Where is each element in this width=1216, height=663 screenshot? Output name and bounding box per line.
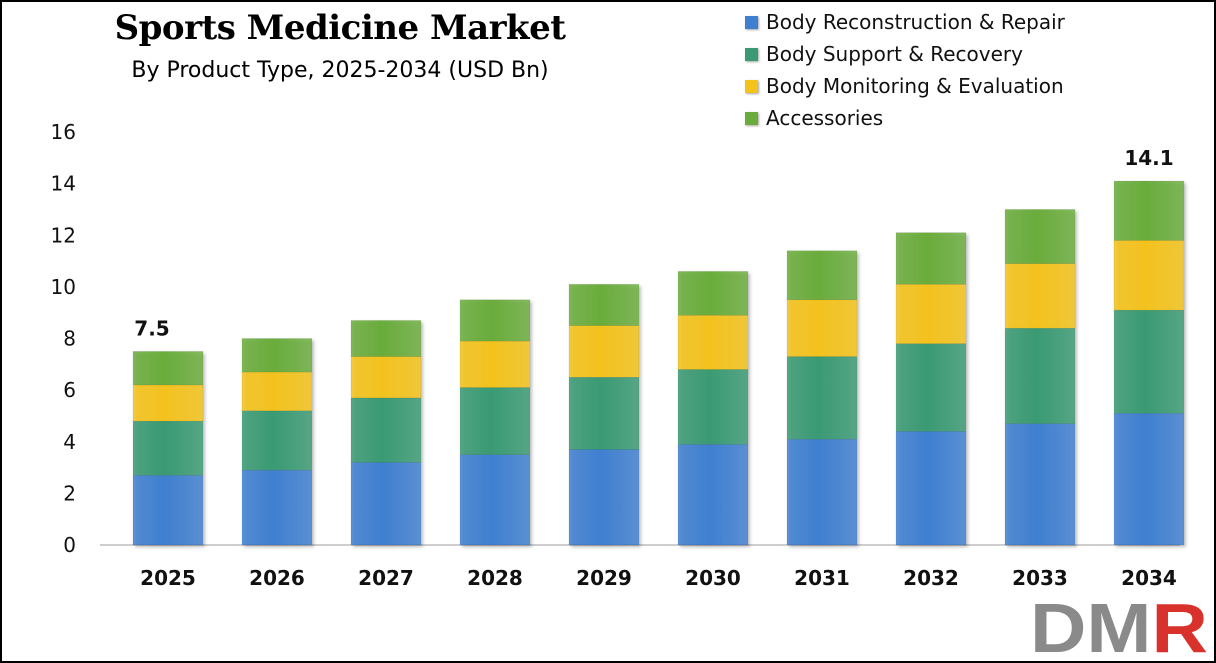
y-tick-label: 16 <box>51 120 76 144</box>
legend-label: Accessories <box>766 106 884 130</box>
legend-label: Body Support & Recovery <box>766 42 1023 66</box>
bar-segment-2026-series-2 <box>241 371 313 412</box>
data-label-2034: 14.1 <box>1124 146 1173 170</box>
bar-stack-2029 <box>568 284 640 546</box>
y-tick-label: 6 <box>63 378 76 402</box>
bar-segment-2029-series-3 <box>568 284 640 326</box>
y-tick-label: 14 <box>51 172 76 196</box>
chart-subtitle: By Product Type, 2025-2034 (USD Bn) <box>131 58 549 83</box>
bar-segment-2030-series-3 <box>677 271 749 316</box>
legend-swatch <box>745 47 758 61</box>
legend-swatch <box>745 111 758 125</box>
legend-swatch <box>745 15 758 29</box>
bar-segment-2030-series-2 <box>677 315 749 370</box>
bar-segment-2026-series-1 <box>241 410 313 471</box>
bar-segment-2031-series-3 <box>786 250 858 301</box>
x-tick-label: 2026 <box>249 566 305 590</box>
chart-legend: Body Reconstruction & Repair Body Suppor… <box>745 6 1065 134</box>
bar-segment-2034-series-2 <box>1113 240 1185 311</box>
x-tick-label: 2030 <box>685 566 741 590</box>
legend-swatch <box>745 79 758 93</box>
legend-item-monitoring: Body Monitoring & Evaluation <box>745 70 1065 102</box>
y-tick-label: 2 <box>63 481 76 505</box>
bar-segment-2032-series-2 <box>895 284 967 344</box>
legend-item-reconstruction: Body Reconstruction & Repair <box>745 6 1065 38</box>
bar-segment-2033-series-2 <box>1004 263 1076 329</box>
y-tick-label: 4 <box>63 430 76 454</box>
x-tick-label: 2034 <box>1121 566 1177 590</box>
bar-segment-2033-series-1 <box>1004 327 1076 424</box>
bar-segment-2028-series-1 <box>459 387 531 455</box>
x-tick-label: 2027 <box>358 566 414 590</box>
bar-segment-2031-series-2 <box>786 299 858 357</box>
bar-stack-2026 <box>241 338 313 546</box>
bar-segment-2033-series-0 <box>1004 423 1076 546</box>
logo-text: DMR <box>1030 596 1208 656</box>
x-tick-label: 2033 <box>1012 566 1068 590</box>
dmr-logo: DMR <box>1030 596 1208 656</box>
bar-segment-2026-series-0 <box>241 469 313 546</box>
bar-stack-2033 <box>1004 209 1076 546</box>
x-tick-label: 2029 <box>576 566 632 590</box>
legend-label: Body Monitoring & Evaluation <box>766 74 1064 98</box>
bar-segment-2025-series-0 <box>132 475 204 546</box>
bar-segment-2026-series-3 <box>241 338 313 373</box>
bar-stack-2032 <box>895 232 967 546</box>
bar-segment-2034-series-0 <box>1113 413 1185 546</box>
bar-segment-2029-series-0 <box>568 449 640 546</box>
y-tick-label: 8 <box>63 327 76 351</box>
data-label-2025: 7.5 <box>134 316 169 340</box>
bar-segment-2030-series-1 <box>677 369 749 445</box>
bar-segment-2027-series-3 <box>350 320 422 357</box>
y-tick-label: 12 <box>51 223 76 247</box>
bar-segment-2027-series-2 <box>350 356 422 399</box>
legend-item-support: Body Support & Recovery <box>745 38 1065 70</box>
legend-item-accessories: Accessories <box>745 102 1065 134</box>
y-tick-label: 10 <box>51 275 76 299</box>
bar-stack-2030 <box>677 271 749 546</box>
bar-stack-2031 <box>786 250 858 546</box>
bar-segment-2032-series-3 <box>895 232 967 285</box>
bar-segment-2025-series-3 <box>132 351 204 386</box>
y-tick-label: 0 <box>63 533 76 557</box>
x-tick-label: 2031 <box>794 566 850 590</box>
bar-segment-2028-series-0 <box>459 454 531 546</box>
bar-segment-2032-series-0 <box>895 431 967 546</box>
bar-stack-2028 <box>459 299 531 546</box>
bar-segment-2034-series-1 <box>1113 309 1185 414</box>
bar-segment-2025-series-2 <box>132 384 204 422</box>
x-tick-label: 2032 <box>903 566 959 590</box>
bar-segment-2025-series-1 <box>132 420 204 476</box>
bar-segment-2033-series-3 <box>1004 209 1076 264</box>
bar-segment-2031-series-1 <box>786 356 858 440</box>
bar-segment-2032-series-1 <box>895 343 967 432</box>
bar-segment-2031-series-0 <box>786 438 858 546</box>
x-tick-label: 2025 <box>140 566 196 590</box>
bar-segment-2027-series-0 <box>350 462 422 546</box>
chart-title: Sports Medicine Market <box>114 8 566 48</box>
bar-segment-2027-series-1 <box>350 397 422 463</box>
bar-stack-2027 <box>350 320 422 546</box>
bar-segment-2028-series-2 <box>459 340 531 388</box>
bar-segment-2030-series-0 <box>677 444 749 546</box>
bar-segment-2028-series-3 <box>459 299 531 342</box>
bar-stack-2034 <box>1113 180 1185 546</box>
bar-segment-2029-series-2 <box>568 325 640 378</box>
x-tick-label: 2028 <box>467 566 523 590</box>
bar-stack-2025 <box>132 351 204 546</box>
bar-segment-2034-series-3 <box>1113 180 1185 241</box>
bar-segment-2029-series-1 <box>568 376 640 450</box>
legend-label: Body Reconstruction & Repair <box>766 10 1065 34</box>
